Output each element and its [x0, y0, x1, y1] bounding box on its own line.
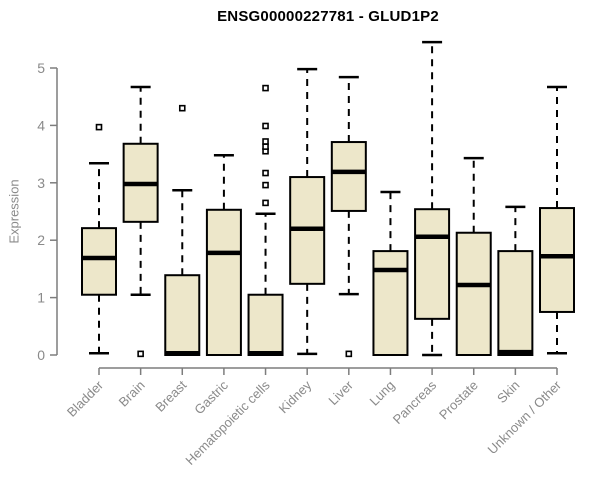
y-tick-label: 1 [37, 290, 45, 306]
box-pancreas [414, 208, 451, 320]
x-tick-label: Brain [116, 378, 148, 410]
x-tick-label: Pancreas [390, 377, 440, 427]
box-bladder [81, 227, 117, 296]
x-tick-label: Lung [367, 378, 398, 409]
x-tick-label: Breast [152, 377, 189, 414]
outlier-point [262, 181, 269, 189]
x-tick-label: Prostate [436, 378, 481, 423]
box-skin [497, 250, 534, 356]
outlier-point [262, 169, 269, 177]
x-tick-label: Kidney [276, 377, 315, 416]
outlier-point [178, 104, 186, 112]
box-prostate [455, 231, 492, 357]
y-tick-label: 5 [37, 60, 45, 76]
box-lung [372, 250, 409, 356]
outlier-point [262, 199, 269, 207]
outlier-point [95, 123, 103, 131]
outlier-point [262, 84, 269, 92]
x-tick-label: Liver [325, 377, 356, 408]
box-unknown-other [539, 207, 575, 313]
y-tick-label: 2 [37, 232, 45, 248]
box-breast [164, 274, 201, 356]
outlier-point [262, 138, 269, 145]
outlier-point [262, 122, 269, 130]
x-tick-label: Bladder [64, 377, 107, 420]
box-gastric [205, 208, 242, 356]
x-tick-label: Skin [494, 378, 522, 406]
y-tick-label: 3 [37, 175, 45, 191]
box-liver [330, 141, 367, 212]
y-tick-label: 0 [37, 347, 45, 363]
y-tick-label: 4 [37, 117, 45, 133]
outlier-point [137, 350, 144, 358]
box-hematopoietic-cells [247, 293, 284, 357]
x-tick-label: Unknown / Other [485, 377, 565, 457]
outlier-point [345, 350, 353, 358]
outlier-point [262, 143, 269, 150]
chart-title: ENSG00000227781 - GLUD1P2 [217, 8, 439, 25]
x-tick-label: Gastric [191, 377, 231, 417]
